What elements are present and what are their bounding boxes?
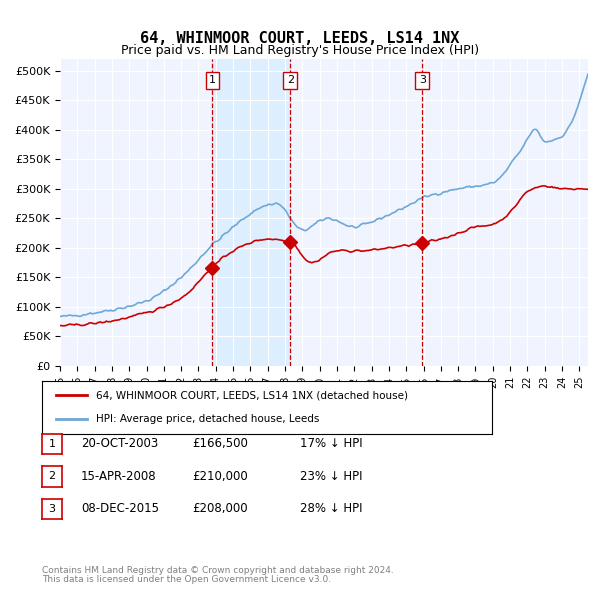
Text: 1: 1: [49, 439, 55, 449]
64, WHINMOOR COURT, LEEDS, LS14 1NX (detached house): [166, 301, 173, 308]
HPI: Average price, detached house, Leeds: (2.03e+03, 4.95e+05): Average price, detached house, Leeds: (2…: [584, 70, 592, 77]
64, WHINMOOR COURT, LEEDS, LS14 1NX (detached house): [539, 182, 547, 189]
Text: 3: 3: [419, 76, 426, 86]
Text: 17% ↓ HPI: 17% ↓ HPI: [300, 437, 362, 450]
Text: 64, WHINMOOR COURT, LEEDS, LS14 1NX: 64, WHINMOOR COURT, LEEDS, LS14 1NX: [140, 31, 460, 46]
Line: HPI: Average price, detached house, Leeds: HPI: Average price, detached house, Leed…: [60, 74, 588, 316]
HPI: Average price, detached house, Leeds: (2.01e+03, 2.39e+05): Average price, detached house, Leeds: (2…: [341, 221, 349, 228]
Text: 23% ↓ HPI: 23% ↓ HPI: [300, 470, 362, 483]
64, WHINMOOR COURT, LEEDS, LS14 1NX (detached house): [448, 232, 455, 239]
HPI: Average price, detached house, Leeds: (2e+03, 8.36e+04): Average price, detached house, Leeds: (2…: [56, 313, 64, 320]
HPI: Average price, detached house, Leeds: (2e+03, 1.31e+05): Average price, detached house, Leeds: (2…: [165, 285, 172, 292]
Text: 20-OCT-2003: 20-OCT-2003: [81, 437, 158, 450]
Text: 15-APR-2008: 15-APR-2008: [81, 470, 157, 483]
Line: 64, WHINMOOR COURT, LEEDS, LS14 1NX (detached house): 64, WHINMOOR COURT, LEEDS, LS14 1NX (det…: [60, 186, 588, 326]
64, WHINMOOR COURT, LEEDS, LS14 1NX (detached house): [148, 309, 155, 316]
64, WHINMOOR COURT, LEEDS, LS14 1NX (detached house): [343, 247, 350, 254]
Text: £166,500: £166,500: [192, 437, 248, 450]
64, WHINMOOR COURT, LEEDS, LS14 1NX (detached house): [584, 186, 592, 193]
Text: £208,000: £208,000: [192, 502, 248, 515]
Text: This data is licensed under the Open Government Licence v3.0.: This data is licensed under the Open Gov…: [42, 575, 331, 584]
Bar: [212, 59, 290, 366]
64, WHINMOOR COURT, LEEDS, LS14 1NX (detached house): [59, 322, 67, 329]
64, WHINMOOR COURT, LEEDS, LS14 1NX (detached house): [419, 239, 427, 246]
Text: 08-DEC-2015: 08-DEC-2015: [81, 502, 159, 515]
HPI: Average price, detached house, Leeds: (2.02e+03, 2.84e+05): Average price, detached house, Leeds: (2…: [418, 195, 425, 202]
Text: 28% ↓ HPI: 28% ↓ HPI: [300, 502, 362, 515]
64, WHINMOOR COURT, LEEDS, LS14 1NX (detached house): [110, 317, 117, 324]
Text: 2: 2: [49, 471, 55, 481]
HPI: Average price, detached house, Leeds: (2.02e+03, 2.97e+05): Average price, detached house, Leeds: (2…: [447, 187, 454, 194]
Text: Contains HM Land Registry data © Crown copyright and database right 2024.: Contains HM Land Registry data © Crown c…: [42, 566, 394, 575]
Text: HPI: Average price, detached house, Leeds: HPI: Average price, detached house, Leed…: [96, 414, 319, 424]
Text: 64, WHINMOOR COURT, LEEDS, LS14 1NX (detached house): 64, WHINMOOR COURT, LEEDS, LS14 1NX (det…: [96, 391, 408, 401]
HPI: Average price, detached house, Leeds: (2e+03, 9.29e+04): Average price, detached house, Leeds: (2…: [109, 307, 116, 314]
64, WHINMOOR COURT, LEEDS, LS14 1NX (detached house): [56, 322, 64, 329]
Text: 3: 3: [49, 504, 55, 514]
Text: £210,000: £210,000: [192, 470, 248, 483]
Text: 2: 2: [287, 76, 294, 86]
Text: 1: 1: [209, 76, 216, 86]
HPI: Average price, detached house, Leeds: (2e+03, 1.1e+05): Average price, detached house, Leeds: (2…: [146, 297, 153, 304]
Text: Price paid vs. HM Land Registry's House Price Index (HPI): Price paid vs. HM Land Registry's House …: [121, 44, 479, 57]
